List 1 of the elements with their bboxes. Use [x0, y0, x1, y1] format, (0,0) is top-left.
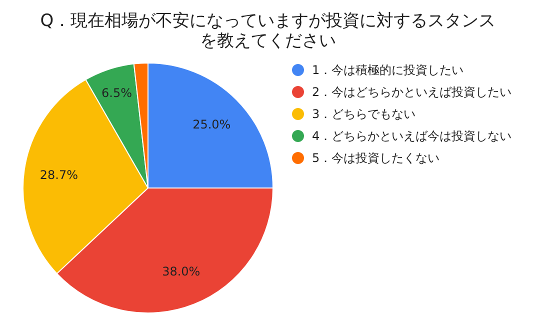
title: Q．現在相場が不安になっていますが投資に対するスタンスを教えてください — [40, 11, 496, 51]
